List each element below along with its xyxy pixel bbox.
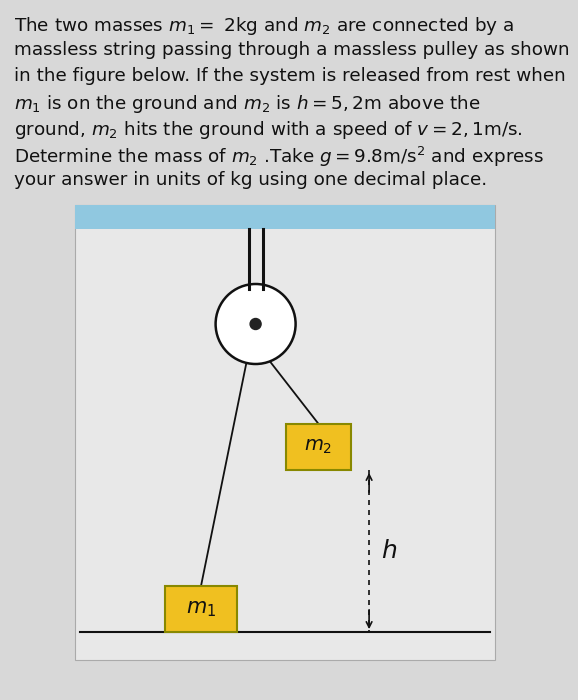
Bar: [286, 424, 351, 470]
Bar: [165, 586, 237, 632]
Text: Determine the mass of $m_2$ .Take $g = 9.8$m/s$^2$ and express: Determine the mass of $m_2$ .Take $g = 9…: [14, 145, 544, 169]
Text: in the figure below. If the system is released from rest when: in the figure below. If the system is re…: [14, 67, 566, 85]
Circle shape: [250, 318, 261, 330]
Text: $h$: $h$: [381, 539, 397, 563]
Circle shape: [216, 284, 295, 364]
Text: The two masses $m_1 = $ 2kg and $m_2$ are connected by a: The two masses $m_1 = $ 2kg and $m_2$ ar…: [14, 15, 514, 37]
Text: $m_1$ is on the ground and $m_2$ is $h = 5, 2$m above the: $m_1$ is on the ground and $m_2$ is $h =…: [14, 93, 480, 115]
Bar: [75, 205, 495, 660]
Text: ground, $m_2$ hits the ground with a speed of $v = 2, 1$m/s.: ground, $m_2$ hits the ground with a spe…: [14, 119, 523, 141]
Text: massless string passing through a massless pulley as shown: massless string passing through a massle…: [14, 41, 570, 59]
Text: $m_1$: $m_1$: [186, 599, 216, 619]
Bar: [75, 205, 495, 229]
Text: $m_2$: $m_2$: [305, 438, 333, 456]
Text: your answer in units of kg using one decimal place.: your answer in units of kg using one dec…: [14, 171, 487, 189]
